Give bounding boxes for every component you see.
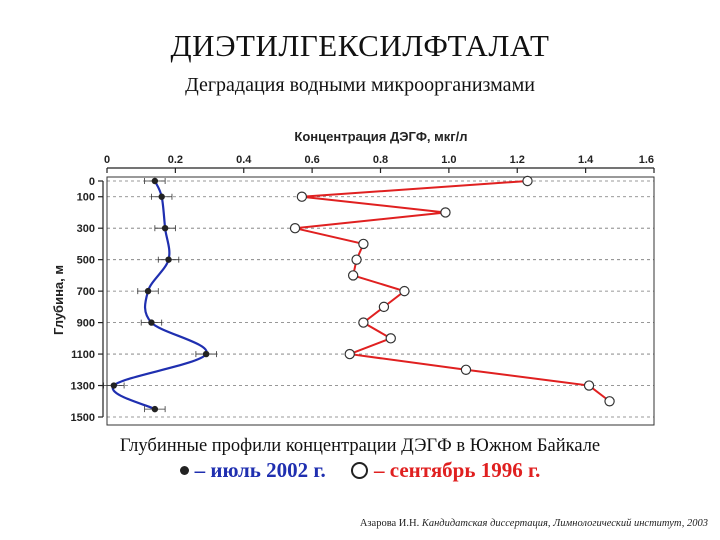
series-july-2002-line — [111, 180, 208, 411]
point-september-1996-3 — [289, 222, 301, 234]
legend-label-july-2002: – июль 2002 г. — [194, 458, 326, 482]
point-july-2002-7 — [110, 382, 118, 389]
footer-citation: Азарова И.Н. Кандидатская диссертация, Л… — [360, 518, 708, 529]
legend-item-september-1996: – сентябрь 1996 г. — [351, 458, 540, 483]
y-tick-label-7: 1300 — [71, 381, 95, 393]
footer-author: Азарова И.Н. — [359, 518, 420, 529]
point-september-1996-8 — [378, 301, 390, 313]
point-september-1996-6 — [347, 270, 359, 281]
y-tick-label-5: 900 — [77, 318, 95, 330]
point-september-1996-7 — [399, 285, 410, 297]
footer-source: Кандидатская диссертация, Лимнологически… — [421, 518, 708, 529]
point-september-1996-12 — [460, 364, 472, 375]
y-tick-label-0: 0 — [89, 176, 95, 188]
point-september-1996-5 — [351, 254, 362, 265]
chart-caption: Глубинные профили концентрации ДЭГФ в Юж… — [119, 436, 601, 456]
point-september-1996-9 — [358, 317, 369, 328]
legend-item-july-2002: – июль 2002 г. — [179, 458, 326, 483]
slide-subtitle: Деградация водными микроорганизмами — [185, 74, 535, 96]
filled-circle-marker-icon — [179, 465, 189, 475]
x-tick-label-2: 0.4 — [236, 154, 252, 166]
y-tick-label-6: 1100 — [71, 349, 95, 361]
point-july-2002-8 — [151, 405, 159, 413]
point-september-1996-1 — [296, 191, 308, 202]
point-september-1996-13 — [583, 380, 595, 391]
point-september-1996-4 — [358, 238, 369, 250]
y-tick-label-8: 1500 — [71, 412, 95, 424]
point-july-2002-4 — [144, 287, 152, 295]
series — [103, 175, 615, 413]
x-tick-label-3: 0.6 — [304, 154, 319, 166]
plot-frame — [106, 176, 655, 426]
point-july-2002-6 — [202, 350, 210, 358]
point-september-1996-0 — [522, 175, 533, 187]
y-tick-label-4: 700 — [77, 286, 95, 298]
point-september-1996-2 — [440, 207, 451, 218]
legend: – июль 2002 г. – сентябрь 1996 г. — [0, 458, 720, 483]
point-july-2002-0 — [151, 177, 159, 185]
point-july-2002-1 — [158, 193, 165, 200]
point-july-2002-3 — [165, 256, 172, 263]
x-axis-label: Концентрация ДЭГФ, мкг/л — [294, 129, 467, 144]
y-tick-label-2: 300 — [77, 223, 95, 235]
x-tick-label-7: 1.4 — [578, 154, 594, 166]
y-tick-label-1: 100 — [77, 192, 95, 204]
point-july-2002-2 — [161, 225, 169, 232]
y-tick-label-3: 500 — [77, 255, 95, 267]
point-july-2002-5 — [148, 319, 155, 326]
legend-label-september-1996: – сентябрь 1996 г. — [374, 458, 541, 482]
point-september-1996-10 — [385, 333, 396, 344]
x-tick-label-1: 0.2 — [168, 154, 183, 166]
depth-profile-chart: Концентрация ДЭГФ, мкг/л Глубина, м 0 0.2… — [51, 129, 655, 426]
x-tick-label-0: 0 — [104, 154, 110, 166]
axes: 0 0.2 0.4 0.6 0.8 1.0 1.2 1.4 1.6 0 100 300 500 700 90… — [71, 154, 655, 424]
slide-title: ДИЭТИЛГЕКСИЛФТАЛАТ — [170, 28, 550, 63]
point-september-1996-11 — [344, 348, 355, 360]
x-tick-label-8: 1.6 — [639, 154, 654, 166]
y-axis-label: Глубина, м — [51, 265, 66, 335]
open-circle-marker-icon — [351, 461, 369, 479]
grid-lines — [107, 180, 654, 418]
x-tick-label-5: 1.0 — [441, 154, 456, 166]
x-tick-label-4: 0.8 — [373, 154, 388, 166]
point-september-1996-14 — [604, 396, 615, 407]
x-tick-label-6: 1.2 — [510, 154, 525, 166]
